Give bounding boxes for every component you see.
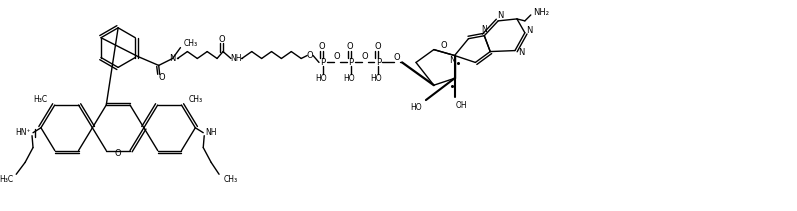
Text: O: O [347,42,353,51]
Text: CH₃: CH₃ [183,39,198,48]
Text: N: N [527,26,533,35]
Text: P: P [376,58,381,67]
Text: O: O [374,42,381,51]
Text: N: N [518,48,524,57]
Text: HN⁺: HN⁺ [15,128,31,137]
Text: CH₃: CH₃ [188,95,202,104]
Text: N: N [481,25,487,34]
Text: HO: HO [343,74,355,83]
Text: P: P [320,58,325,67]
Text: O: O [159,73,165,82]
Text: O: O [218,35,226,44]
Text: H₃C: H₃C [33,95,48,104]
Text: HO: HO [315,74,327,83]
Text: HO: HO [410,103,422,112]
Text: O: O [394,53,401,62]
Text: NH: NH [205,128,217,137]
Text: O: O [319,42,325,51]
Text: HO: HO [371,74,383,83]
Text: CH₃: CH₃ [224,175,238,184]
Text: N: N [170,54,176,63]
Text: N: N [450,56,456,65]
Text: H₃C: H₃C [0,175,14,184]
Text: O: O [333,52,340,61]
Text: NH₂: NH₂ [532,8,549,18]
Text: O: O [441,41,447,50]
Text: NH: NH [230,54,241,63]
Text: O: O [115,149,121,158]
Text: O: O [361,52,368,61]
Text: OH: OH [456,101,467,111]
Text: O: O [307,51,313,60]
Text: P: P [348,58,353,67]
Text: N: N [497,11,503,20]
